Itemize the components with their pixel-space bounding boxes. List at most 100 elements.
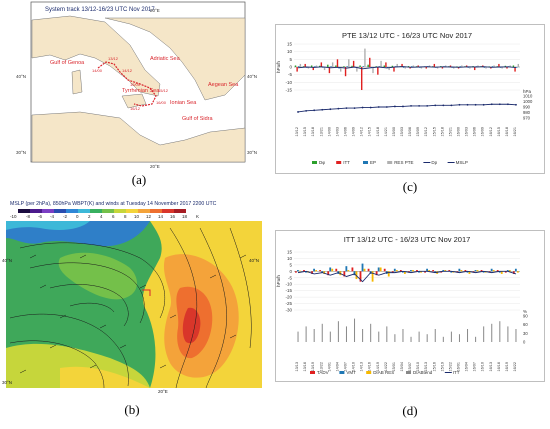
x-tick-label: 15/01: [392, 362, 396, 372]
x-tick-label: 14/10: [352, 362, 356, 372]
x-tick-label: 16/13: [489, 362, 493, 372]
sea-label: Gulf of Genoa: [50, 60, 85, 66]
bar-d-: [359, 65, 361, 67]
mslp-point: [345, 107, 348, 109]
mslp-point: [458, 103, 461, 106]
bar-diabtend: [410, 336, 412, 342]
bar-res-pte: [307, 67, 310, 69]
bar-res-pte: [428, 65, 431, 67]
bar-tadv: [391, 271, 394, 273]
bar-itt: [482, 65, 484, 67]
bar-diabtend: [450, 331, 452, 342]
y2-tick-label: 1010: [523, 94, 533, 99]
lat-label-right-bottom: 30°N: [247, 150, 257, 155]
bar-vmt: [466, 271, 469, 273]
bar-tadv: [504, 271, 507, 273]
bar-itt: [465, 65, 468, 67]
legend-item: ITT: [444, 370, 460, 375]
bar-diab-res: [420, 271, 422, 273]
x-tick-label: 14/03: [335, 127, 339, 137]
scale-label: 14: [158, 214, 164, 219]
bar-res-pte: [501, 67, 503, 69]
bar-d-: [383, 65, 386, 67]
x-tick-label: 15/12: [424, 127, 428, 137]
x-tick-label: 15/10: [416, 362, 420, 372]
bar-diab-res: [347, 270, 350, 272]
bar-ep: [378, 66, 381, 67]
bar-itt: [385, 62, 387, 67]
legend-swatch: [406, 371, 411, 374]
panel-c: PTE 13/12 UTC - 16/23 UTC Nov 2017 15 10 5 0…: [272, 0, 550, 200]
bar-ep: [411, 66, 413, 67]
x-tick-label: 15/15: [432, 127, 436, 137]
bar-d-: [302, 66, 305, 67]
lat-label-right-top: 40°N: [247, 74, 257, 79]
x-tick-label: 15/21: [448, 127, 452, 137]
bar-res-pte: [469, 67, 471, 69]
bar-itt: [441, 67, 444, 69]
y-tick-label: 15: [287, 250, 293, 255]
bar-d-: [456, 66, 458, 67]
mslp-point: [361, 106, 364, 109]
bar-diabtend: [418, 331, 420, 342]
bar-vmt: [418, 271, 420, 273]
track-time: 15/12: [158, 88, 169, 93]
legend-swatch: [310, 371, 315, 374]
y-tick-label: -15: [285, 88, 292, 93]
bar-diabtend: [370, 323, 372, 342]
y2-axis-label: hPa: [523, 89, 532, 94]
x-tick-label: 15/09: [416, 127, 420, 137]
bar-ep: [322, 67, 324, 68]
y-tick-label: -5: [288, 275, 292, 280]
bar-vmt: [458, 268, 461, 272]
y2-tick-label: 90: [523, 314, 528, 319]
bar-itt: [425, 67, 427, 69]
bar-d-: [310, 65, 313, 67]
bar-vmt: [434, 271, 437, 273]
mslp-point: [442, 104, 445, 107]
bar-itt: [473, 67, 476, 71]
bar-itt: [433, 63, 436, 67]
bar-vmt: [305, 271, 307, 273]
bar-itt: [296, 67, 298, 72]
bar-ep: [515, 67, 518, 68]
lon-label-b: 20°E: [158, 389, 168, 394]
bar-d-: [512, 65, 515, 67]
bar-tadv: [367, 268, 370, 272]
bar-res-pte: [388, 67, 390, 71]
track-labels: 13/12 14/00 14/12 15/00 15/12 16/00 16/1…: [92, 56, 169, 111]
bar-diabtend: [378, 331, 380, 342]
bar-diab-res: [412, 270, 414, 272]
bar-d-: [335, 65, 337, 67]
bar-diab-res: [516, 271, 519, 273]
x-tick-label: 16/21: [513, 127, 517, 137]
scale-label: 18: [182, 214, 188, 219]
legend-item: TADV: [310, 370, 329, 375]
bar-d-: [504, 65, 507, 67]
bar-diab-res: [500, 271, 503, 274]
bar-res-pte: [420, 67, 423, 69]
mslp-point: [377, 106, 380, 108]
scale-labels: -10 -8 -6 -4 -2 0 2 4 6 8 10 12 14 16 18…: [10, 214, 199, 219]
bar-itt: [417, 65, 419, 67]
line-dp: [297, 66, 517, 70]
bar-res-pte: [453, 67, 455, 69]
bar-d-: [415, 66, 418, 67]
bar-res-pte: [461, 65, 463, 67]
line-mslp: [297, 103, 516, 113]
bar-vmt: [393, 268, 396, 272]
mslp-point: [393, 105, 396, 108]
mslp-point: [466, 103, 469, 106]
bar-vmt: [482, 271, 485, 273]
y-tick-label: -25: [285, 301, 292, 306]
mslp-point: [515, 103, 517, 106]
bar-diabtend: [329, 331, 331, 342]
bar-tadv: [416, 270, 418, 272]
bar-vmt: [490, 268, 493, 272]
bar-itt: [344, 67, 347, 77]
bar-d-: [327, 64, 329, 67]
mslp-point: [385, 106, 388, 108]
balkans-land: [104, 17, 246, 101]
bar-itt: [336, 59, 339, 67]
bar-diabtend: [467, 329, 469, 342]
